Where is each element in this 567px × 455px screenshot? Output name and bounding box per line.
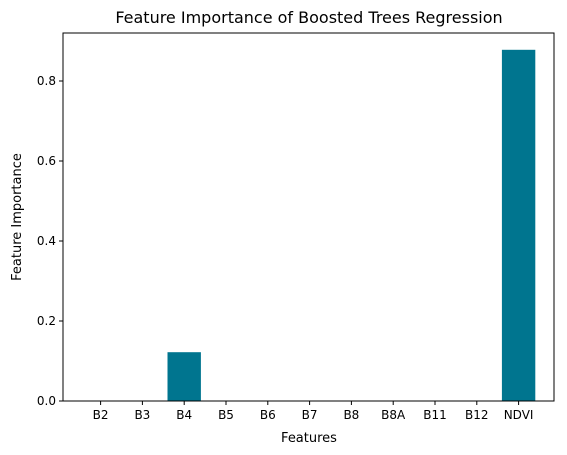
bar-ndvi xyxy=(501,49,536,402)
x-tick-label-b11: B11 xyxy=(423,408,447,422)
x-tick-label-ndvi: NDVI xyxy=(504,408,534,422)
x-tick-label-b3: B3 xyxy=(134,408,150,422)
chart-title: Feature Importance of Boosted Trees Regr… xyxy=(115,8,502,27)
y-tick-label-4: 0.8 xyxy=(37,74,56,88)
x-tick-label-b8: B8 xyxy=(343,408,359,422)
plot-area: B2 B3 B4 B5 B6 B7 B8 B8A B11 B12 NDVI 0.0 0.2 0.4 0.6 0… xyxy=(37,49,536,422)
y-tick-label-3: 0.6 xyxy=(37,154,56,168)
x-tick-label-b2: B2 xyxy=(93,408,109,422)
x-axis-label: Features xyxy=(281,431,337,446)
x-tick-label-b5: B5 xyxy=(218,408,234,422)
x-tick-label-b8a: B8A xyxy=(381,408,406,422)
x-tick-label-b7: B7 xyxy=(302,408,318,422)
x-tick-label-b4: B4 xyxy=(176,408,192,422)
y-axis-label: Feature Importance xyxy=(10,153,25,281)
y-tick-label-2: 0.4 xyxy=(37,234,56,248)
y-tick-label-0: 0.0 xyxy=(37,394,56,408)
plot-frame xyxy=(62,32,555,402)
x-tick-label-b12: B12 xyxy=(465,408,489,422)
bar-b4 xyxy=(167,352,201,401)
x-tick-label-b6: B6 xyxy=(260,408,276,422)
y-tick-label-1: 0.2 xyxy=(37,314,56,328)
